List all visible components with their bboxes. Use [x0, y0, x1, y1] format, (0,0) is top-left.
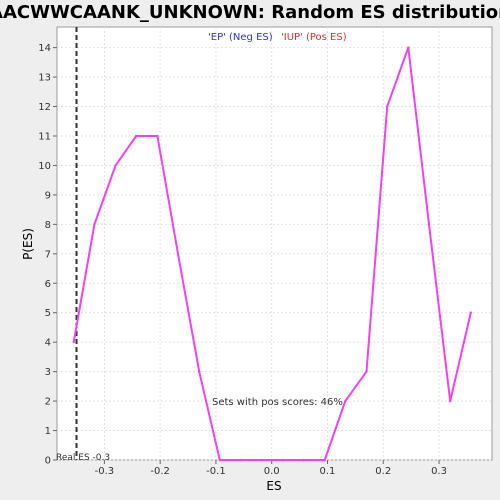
y-tick-label: 14: [38, 43, 51, 54]
data-point: [281, 458, 285, 462]
grid: [57, 27, 492, 461]
y-tick-label: 9: [45, 190, 51, 201]
real-es-label: Real ES -0.3: [56, 453, 110, 463]
x-tick-label: 0.1: [320, 466, 336, 477]
x-tick-label: -0.1: [206, 466, 226, 477]
y-tick-label: 12: [38, 102, 51, 113]
series-line: [72, 46, 472, 461]
data-point: [385, 105, 389, 108]
y-tick-label: 2: [45, 397, 51, 408]
data-point: [114, 164, 117, 167]
y-tick-label: 11: [38, 131, 51, 142]
data-point: [218, 458, 222, 462]
y-tick-label: 10: [38, 161, 51, 172]
legend-neg-label: 'EP' (Neg ES): [208, 32, 273, 43]
data-point: [176, 252, 180, 256]
data-point: [323, 458, 326, 462]
data-point: [365, 370, 368, 373]
y-tick-label: 7: [45, 249, 51, 260]
y-axis-label: P(ES): [21, 228, 35, 260]
data-point: [239, 458, 243, 462]
data-point: [407, 46, 410, 49]
data-point: [134, 134, 138, 138]
data-point: [427, 223, 431, 226]
x-axis-ticks: -0.3 -0.2 -0.1 0.0 0.1 0.2 0.3: [95, 460, 447, 477]
y-tick-label: 3: [45, 367, 51, 378]
data-point: [260, 458, 263, 462]
y-tick-label: 6: [45, 279, 51, 290]
data-point: [448, 399, 452, 403]
data-point: [72, 340, 75, 344]
chart-title: AACWWCAANK_UNKNOWN: Random ES distributi…: [0, 2, 500, 23]
x-tick-label: 0.3: [431, 466, 447, 477]
y-tick-label: 13: [38, 73, 51, 84]
x-axis-label: ES: [266, 479, 281, 493]
pos-scores-annotation: Sets with pos scores: 46%: [212, 397, 343, 408]
y-tick-label: 0: [45, 456, 51, 467]
data-point: [93, 223, 96, 226]
y-tick-label: 1: [45, 426, 51, 437]
data-point: [198, 370, 201, 373]
x-tick-label: -0.3: [95, 466, 115, 477]
y-tick-label: 8: [45, 220, 51, 231]
data-point: [302, 458, 305, 462]
data-point: [156, 134, 159, 138]
data-point: [469, 311, 473, 314]
x-tick-label: 0.0: [264, 466, 280, 477]
series-group: [72, 46, 473, 462]
y-tick-label: 5: [45, 308, 51, 319]
legend-pos-label: 'IUP' (Pos ES): [281, 32, 347, 43]
plot-area: [56, 26, 493, 461]
y-tick-label: 4: [45, 338, 51, 349]
x-tick-label: -0.2: [150, 466, 170, 477]
x-tick-label: 0.2: [375, 466, 391, 477]
data-point: [344, 399, 347, 403]
